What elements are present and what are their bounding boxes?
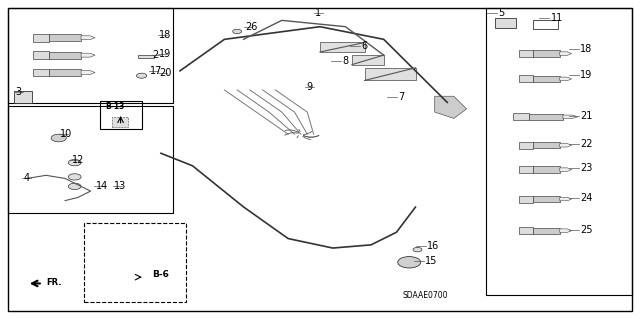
Bar [320,42,365,52]
Circle shape [68,160,81,166]
Bar [84,223,186,302]
Text: 24: 24 [580,193,593,203]
Bar [33,34,49,42]
Text: 18: 18 [159,30,172,40]
Bar [532,196,560,202]
Text: FR.: FR. [46,278,61,287]
Text: 22: 22 [580,139,593,149]
Text: 12: 12 [72,155,84,165]
Bar [138,55,154,58]
Text: SDAAE0700: SDAAE0700 [403,291,449,300]
Bar [532,50,560,57]
Bar [33,51,49,59]
Bar [532,227,560,234]
Text: 19: 19 [159,48,172,59]
Text: 4: 4 [24,174,30,183]
Text: 15: 15 [425,256,438,266]
Text: 10: 10 [60,129,72,138]
Circle shape [68,174,81,180]
Text: 11: 11 [550,13,563,23]
Text: 16: 16 [427,241,439,250]
Bar [529,114,563,120]
Text: 14: 14 [96,182,108,191]
Text: 5: 5 [499,8,505,18]
Text: 2: 2 [152,49,159,60]
Bar [519,196,532,203]
FancyArrow shape [560,77,572,81]
Bar [519,142,532,149]
Bar [49,34,81,41]
Text: 3: 3 [15,87,22,98]
Circle shape [51,134,67,142]
Bar [8,106,173,213]
Bar [532,142,560,148]
Bar [14,91,32,103]
Bar [49,69,81,76]
FancyArrow shape [81,70,95,75]
FancyArrow shape [560,197,572,201]
Bar [8,8,173,103]
Bar [532,76,560,82]
Text: 1: 1 [315,8,321,18]
Text: 21: 21 [580,111,593,121]
Text: 9: 9 [306,82,312,93]
Bar [519,75,532,82]
FancyArrow shape [81,36,95,40]
Text: 25: 25 [580,225,593,235]
Bar [495,18,516,28]
Text: B-6: B-6 [152,270,170,279]
Text: B-13: B-13 [105,102,125,111]
FancyArrow shape [560,168,572,171]
Bar [365,68,415,80]
Polygon shape [435,96,467,118]
Bar [513,113,529,120]
Bar [532,167,560,173]
FancyArrow shape [81,53,95,57]
Text: 17: 17 [150,66,162,76]
Text: 26: 26 [245,22,257,32]
Circle shape [413,248,422,252]
Circle shape [397,256,420,268]
Bar [519,227,532,234]
Bar [100,101,141,130]
Text: 18: 18 [580,44,592,55]
Circle shape [233,29,242,33]
Bar [519,50,532,57]
Text: 8: 8 [342,56,348,66]
FancyArrow shape [563,115,578,119]
Bar [33,69,49,77]
FancyArrow shape [560,144,572,147]
Bar [111,117,127,127]
Text: 7: 7 [398,92,404,102]
Bar [486,8,632,295]
Bar [519,166,532,173]
Text: 20: 20 [159,68,172,78]
Bar [49,52,81,59]
Circle shape [136,73,147,78]
FancyArrow shape [560,52,572,55]
Bar [534,20,557,29]
Text: 13: 13 [114,182,127,191]
Text: 23: 23 [580,163,593,173]
Circle shape [68,183,81,189]
Text: 6: 6 [362,41,367,51]
Text: 19: 19 [580,70,592,80]
FancyArrow shape [560,229,572,232]
Bar [352,55,384,65]
